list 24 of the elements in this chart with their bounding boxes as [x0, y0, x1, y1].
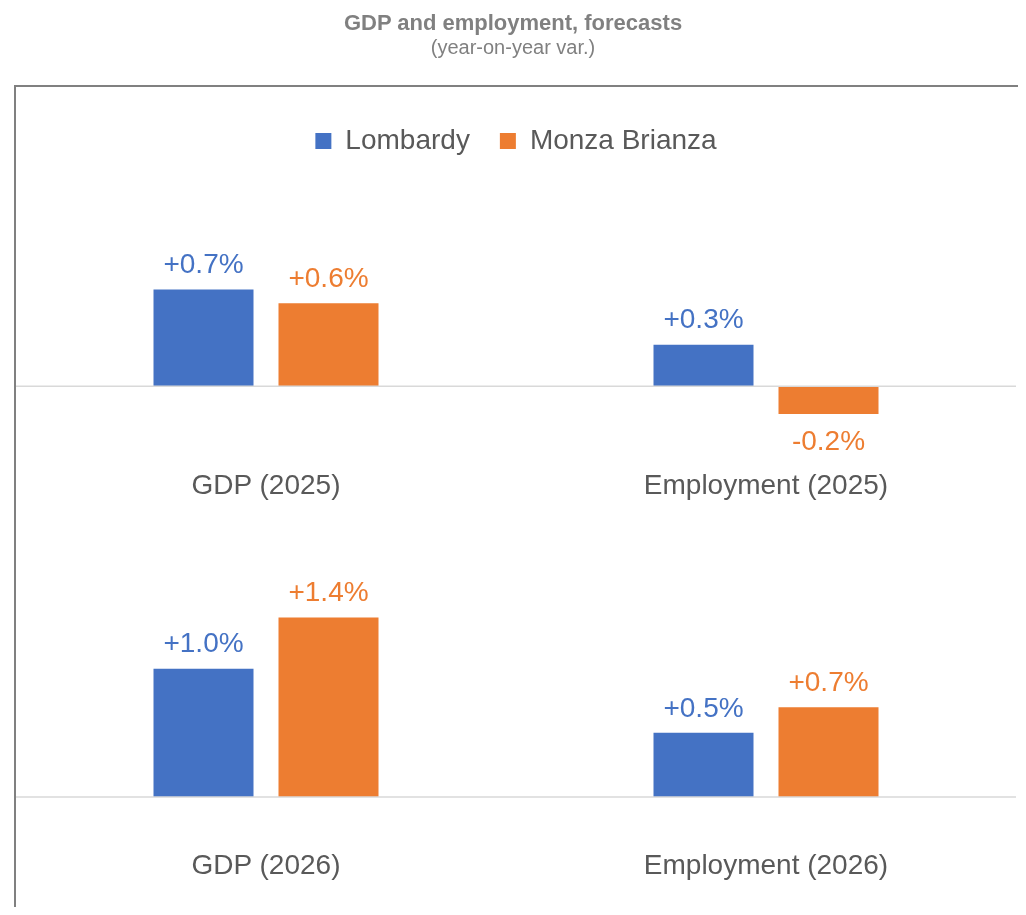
- bar: [653, 344, 754, 387]
- data-label: +0.7%: [788, 665, 869, 697]
- x-tick-label: Employment (2026): [643, 848, 889, 880]
- bar: [778, 707, 879, 797]
- bar: [778, 386, 879, 414]
- data-label: -0.2%: [791, 424, 866, 456]
- data-label: +0.6%: [288, 262, 369, 293]
- data-label: +1.4%: [288, 576, 369, 608]
- chart-title: GDP and employment, forecasts: [342, 10, 684, 36]
- bar: [653, 732, 754, 797]
- bar: [153, 668, 254, 797]
- bar: [153, 289, 254, 387]
- x-tick-label: GDP (2026): [191, 848, 341, 880]
- bar: [278, 617, 379, 797]
- x-tick-label: Employment (2025): [643, 468, 889, 500]
- data-label: +1.0%: [163, 627, 244, 659]
- bar: [278, 303, 379, 387]
- data-label: +0.3%: [663, 303, 744, 335]
- data-label: +0.5%: [663, 691, 744, 723]
- legend-label: Monza Brianza: [529, 123, 718, 155]
- chart-subtitle: (year-on-year var.): [429, 36, 597, 59]
- data-label: +0.7%: [163, 248, 244, 280]
- legend-label: Lombardy: [345, 123, 470, 155]
- x-tick-label: GDP (2025): [191, 468, 341, 500]
